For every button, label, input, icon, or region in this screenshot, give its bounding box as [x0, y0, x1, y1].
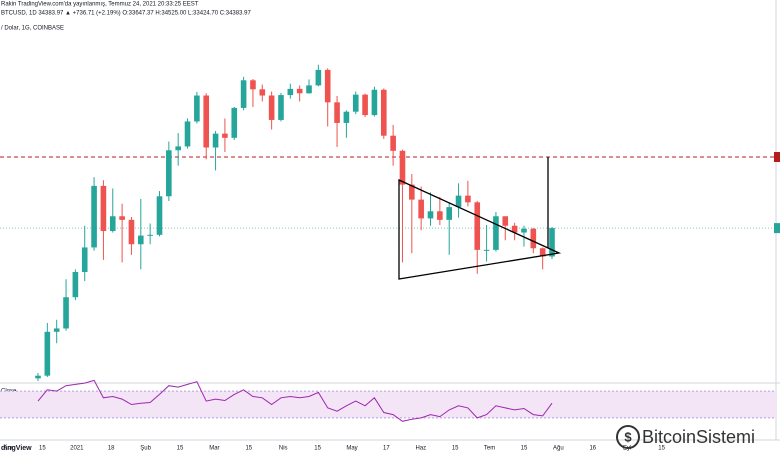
candle-body: [287, 88, 294, 96]
candle-body: [184, 121, 191, 147]
candle-body: [511, 225, 518, 233]
candle-body: [493, 216, 499, 250]
watermark-logo: $ BitcoinSistemi: [616, 425, 755, 449]
candle-body: [231, 107, 238, 138]
x-tick-label: Tem: [484, 446, 495, 452]
candle-body: [437, 211, 443, 220]
triangle-drawing: [398, 178, 562, 280]
candle-body: [418, 199, 424, 219]
x-tick-label: 15: [177, 446, 184, 452]
candle-body: [109, 216, 116, 232]
x-tick-label: 17: [383, 446, 390, 452]
candle-body: [203, 95, 210, 148]
x-tick-label: 15: [314, 446, 321, 452]
candle-body: [306, 85, 312, 94]
candle-body: [137, 235, 144, 245]
last-price-tag: [774, 223, 780, 234]
candle-body: [44, 331, 51, 376]
candle-body: [72, 272, 79, 298]
candle-body: [455, 195, 462, 208]
candle-body: [465, 195, 471, 203]
candle-body: [315, 69, 322, 86]
candle-body: [530, 228, 537, 249]
candle-body: [166, 150, 172, 197]
level-tag: [774, 152, 780, 163]
symbol-line: BTCUSD, 1D 34383.97 ▲ +736.71 (+2.19%) O…: [1, 11, 251, 17]
rsi-line: [37, 379, 553, 422]
candle-body: [278, 95, 284, 120]
plot: Ara 15 2021 18 Şub 15 Mar 15 Nis 15 May 17 Haz 15 Tem 1…: [0, 64, 780, 452]
x-tick-label: 18: [108, 446, 115, 452]
candle-body: [175, 146, 181, 151]
candle-body: [521, 228, 527, 233]
x-tick-label: Mar: [209, 446, 219, 452]
x-tick-label: 16: [589, 446, 596, 452]
candle-body: [371, 89, 378, 116]
candle-body: [409, 184, 415, 200]
candle-body: [259, 89, 266, 96]
candle-body: [390, 135, 396, 151]
x-tick-label: 15: [245, 446, 252, 452]
candle-body: [380, 89, 387, 136]
candle-body: [399, 150, 406, 185]
candle-body: [53, 328, 60, 332]
x-tick-label: 2021: [70, 446, 84, 452]
tradingview-logo: dingView: [1, 445, 32, 452]
watermark-text: BitcoinSistemi: [642, 427, 755, 447]
candle-body: [100, 185, 107, 232]
candle-body: [502, 216, 509, 226]
candle-body: [240, 80, 247, 108]
candle-body: [156, 196, 163, 235]
candle-body: [324, 69, 331, 103]
x-tick-label: May: [346, 446, 357, 452]
candle-body: [268, 95, 275, 120]
published-text: Rakin TradingView.com'da yayınlanmış, Te…: [1, 2, 199, 8]
logo-circle: [616, 425, 640, 449]
candle-body: [352, 94, 359, 112]
candle-body: [35, 375, 41, 379]
candle-body: [91, 185, 97, 248]
candle-body: [194, 95, 200, 122]
x-tick-label: Ağu: [553, 446, 564, 452]
candle-body: [222, 133, 228, 138]
candle-body: [212, 133, 219, 148]
logo-symbol: $: [624, 429, 632, 444]
candle-body: [446, 207, 453, 220]
x-tick-label: Şub: [140, 446, 151, 452]
candle-body: [483, 249, 490, 251]
candle-body: [549, 228, 555, 257]
x-tick-label: 15: [658, 446, 665, 452]
candle-body: [81, 247, 88, 273]
candle-body: [343, 111, 350, 123]
candle-body: [63, 297, 69, 329]
source-text: / Dolar, 1G, COINBASE: [1, 26, 64, 32]
candle-body: [362, 94, 368, 116]
x-tick-label: Nis: [279, 446, 288, 452]
x-tick-label: 15: [521, 446, 528, 452]
candle-body: [250, 80, 256, 90]
x-tick-label: 15: [39, 446, 46, 452]
candle-body: [296, 88, 303, 94]
candle-body: [128, 219, 135, 245]
candle-body: [427, 211, 434, 219]
candle-body: [119, 216, 125, 220]
candle-body: [147, 234, 153, 236]
candle-body: [334, 102, 340, 123]
candle-body: [474, 202, 481, 250]
x-tick-label: Haz: [415, 446, 426, 452]
candle-body: [539, 248, 546, 257]
x-tick-label: 15: [452, 446, 459, 452]
x-tick-label: Ara: [3, 446, 13, 452]
